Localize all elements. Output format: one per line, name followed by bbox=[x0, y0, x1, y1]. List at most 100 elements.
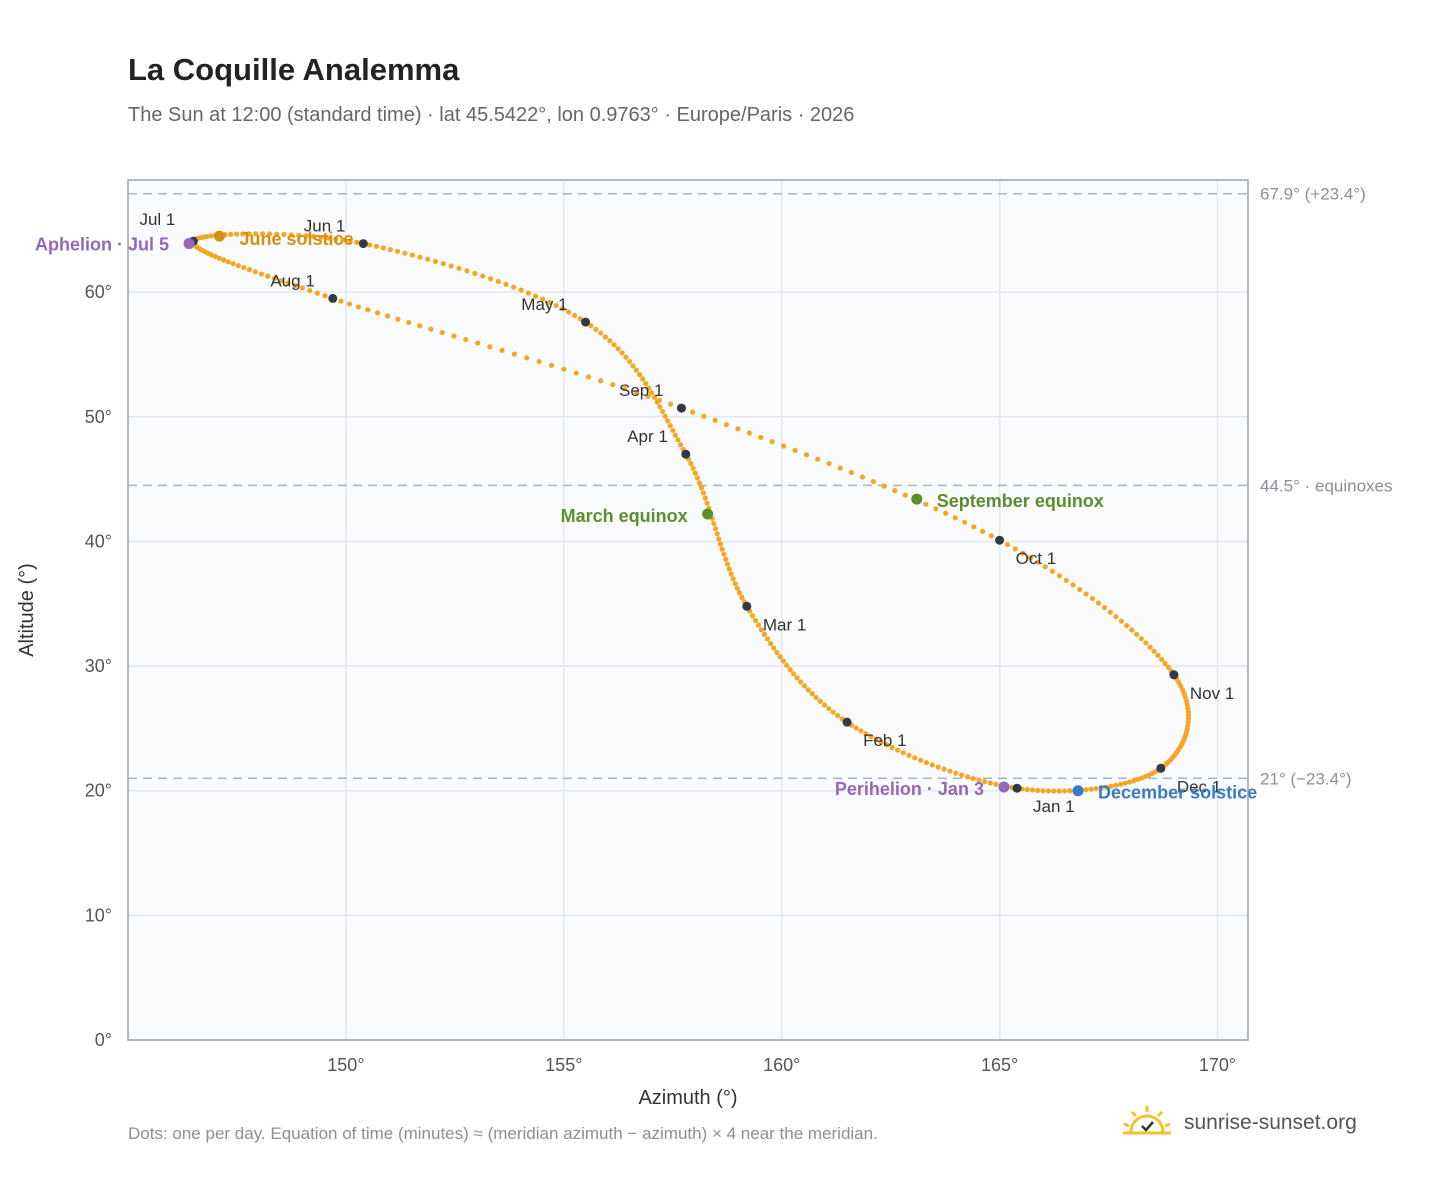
event-dot bbox=[998, 781, 1010, 793]
event-label: Perihelion · Jan 3 bbox=[835, 779, 984, 799]
event-dot bbox=[183, 238, 195, 250]
day-dot bbox=[758, 434, 764, 440]
day-dot bbox=[712, 526, 719, 532]
day-dot bbox=[626, 358, 633, 365]
day-dot bbox=[881, 483, 887, 489]
day-dot bbox=[964, 774, 971, 780]
day-dot bbox=[895, 747, 901, 753]
day-dot bbox=[292, 282, 298, 289]
day-dot bbox=[704, 500, 710, 506]
day-dot bbox=[281, 231, 287, 238]
day-dot bbox=[798, 679, 804, 685]
day-dot bbox=[318, 234, 324, 240]
day-dot bbox=[988, 533, 994, 539]
reference-line-label: 44.5° · equinoxes bbox=[1260, 476, 1393, 495]
day-dot bbox=[701, 413, 707, 419]
day-dot bbox=[1040, 788, 1046, 794]
day-dot bbox=[373, 243, 380, 249]
day-dot bbox=[1045, 788, 1052, 794]
day-dot bbox=[615, 346, 621, 352]
month-label: Jan 1 bbox=[1033, 797, 1075, 816]
day-dot bbox=[801, 683, 808, 689]
day-dot bbox=[646, 385, 652, 391]
day-dot bbox=[976, 777, 982, 783]
month-label: Dec 1 bbox=[1177, 777, 1221, 796]
day-dot bbox=[1117, 781, 1124, 787]
day-dot bbox=[566, 309, 572, 315]
brand-logo[interactable]: sunrise-sunset.org bbox=[1120, 1102, 1357, 1144]
day-dot bbox=[235, 263, 241, 269]
day-dot bbox=[970, 775, 976, 782]
day-dot bbox=[1108, 783, 1114, 789]
event-dot bbox=[911, 493, 923, 505]
day-dot bbox=[1020, 550, 1026, 556]
day-dot bbox=[303, 233, 309, 239]
day-dot bbox=[1138, 636, 1144, 642]
day-dot bbox=[1095, 600, 1102, 606]
month-dot bbox=[742, 601, 752, 611]
day-dot bbox=[1083, 591, 1089, 597]
y-tick-label: 0° bbox=[95, 1030, 112, 1050]
day-dot bbox=[859, 474, 866, 480]
day-dot bbox=[657, 404, 663, 410]
day-dot bbox=[1051, 788, 1057, 794]
day-dot bbox=[1107, 609, 1113, 615]
reference-line-label: 67.9° (+23.4°) bbox=[1260, 185, 1366, 204]
day-dot bbox=[1139, 775, 1145, 781]
day-dot bbox=[953, 770, 959, 776]
day-dot bbox=[598, 330, 604, 336]
day-dot bbox=[826, 461, 832, 467]
day-dot bbox=[712, 417, 718, 423]
day-dot bbox=[464, 268, 470, 274]
day-dot bbox=[346, 301, 353, 307]
day-dot bbox=[662, 413, 668, 419]
month-dot bbox=[1156, 763, 1166, 773]
day-dot bbox=[716, 536, 722, 542]
chart-subtitle: The Sun at 12:00 (standard time) · lat 4… bbox=[128, 104, 855, 126]
month-label: Aug 1 bbox=[270, 271, 314, 290]
day-dot bbox=[1126, 779, 1133, 785]
day-dot bbox=[987, 780, 993, 786]
day-dot bbox=[724, 561, 731, 567]
day-dot bbox=[559, 306, 566, 312]
x-tick-label: 160° bbox=[763, 1055, 800, 1075]
x-tick-label: 165° bbox=[981, 1055, 1018, 1075]
day-dot bbox=[700, 490, 706, 496]
day-dot bbox=[622, 385, 628, 392]
day-dot bbox=[365, 307, 371, 313]
day-dot bbox=[1035, 787, 1041, 794]
day-dot bbox=[402, 250, 408, 256]
day-dot bbox=[1159, 656, 1165, 663]
day-dot bbox=[947, 768, 953, 774]
day-dot bbox=[777, 654, 783, 660]
month-markers: Jan 1 Feb 1 Mar 1 Apr 1 May 1 Jun 1 Jul 1 Aug 1… bbox=[139, 210, 1234, 816]
day-dot bbox=[717, 541, 724, 547]
y-tick-label: 30° bbox=[85, 656, 112, 676]
day-dot bbox=[640, 376, 646, 382]
day-dot bbox=[821, 702, 828, 708]
day-dot bbox=[208, 233, 214, 239]
day-dot bbox=[736, 590, 743, 596]
day-dot bbox=[394, 248, 401, 254]
day-dot bbox=[892, 488, 898, 494]
day-dot bbox=[1101, 605, 1108, 611]
day-dot bbox=[573, 370, 579, 376]
day-dot bbox=[980, 528, 986, 534]
day-dot bbox=[258, 271, 265, 277]
day-dot bbox=[1147, 644, 1153, 650]
month-label: Nov 1 bbox=[1190, 684, 1234, 703]
day-dot bbox=[719, 546, 725, 552]
day-dot bbox=[1024, 786, 1030, 793]
brand-name: sunrise-sunset.org bbox=[1184, 1111, 1357, 1134]
day-dot bbox=[787, 666, 793, 673]
day-dot bbox=[868, 733, 874, 740]
day-dot bbox=[456, 265, 462, 271]
day-dot bbox=[726, 566, 732, 572]
day-dot bbox=[553, 302, 559, 309]
day-dot bbox=[817, 698, 823, 704]
day-dot bbox=[656, 397, 663, 403]
day-dot bbox=[1124, 622, 1130, 629]
day-dot bbox=[230, 261, 236, 267]
day-dot bbox=[259, 231, 266, 237]
day-dot bbox=[623, 354, 629, 360]
